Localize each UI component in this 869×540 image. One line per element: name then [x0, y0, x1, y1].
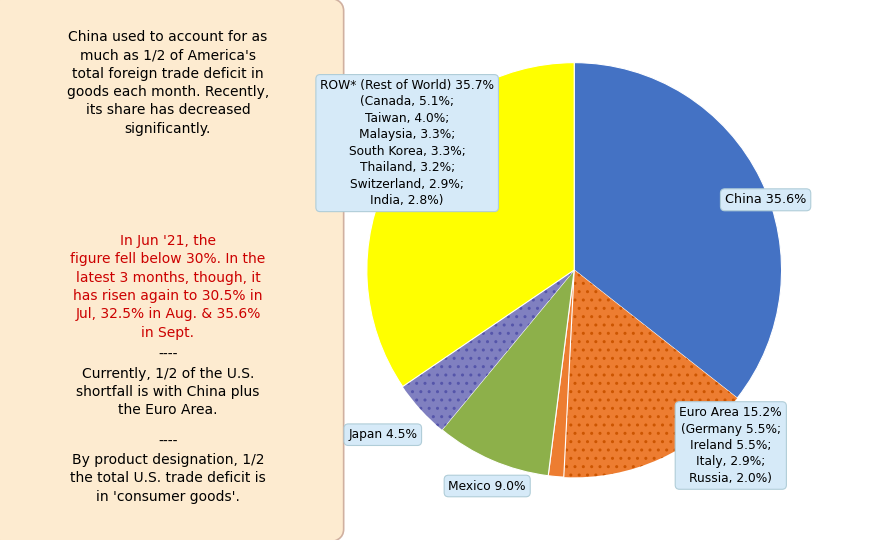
Text: ROW* (Rest of World) 35.7%
(Canada, 5.1%;
Taiwan, 4.0%;
Malaysia, 3.3%;
South Ko: ROW* (Rest of World) 35.7% (Canada, 5.1%…	[320, 79, 494, 207]
Wedge shape	[547, 270, 574, 477]
Text: In Jun '21, the
figure fell below 30%. In the
latest 3 months, though, it
has ri: In Jun '21, the figure fell below 30%. I…	[70, 234, 265, 340]
Wedge shape	[441, 270, 574, 476]
Text: China used to account for as
much as 1/2 of America's
total foreign trade defici: China used to account for as much as 1/2…	[67, 30, 269, 136]
Wedge shape	[563, 270, 736, 477]
Wedge shape	[402, 270, 574, 430]
Text: Euro Area 15.2%
(Germany 5.5%;
Ireland 5.5%;
Italy, 2.9%;
Russia, 2.0%): Euro Area 15.2% (Germany 5.5%; Ireland 5…	[679, 406, 781, 485]
Text: ----
Currently, 1/2 of the U.S.
shortfall is with China plus
the Euro Area.: ---- Currently, 1/2 of the U.S. shortfal…	[76, 348, 259, 417]
Wedge shape	[367, 63, 574, 387]
Text: Mexico 9.0%: Mexico 9.0%	[448, 480, 526, 492]
Text: Japan 4.5%: Japan 4.5%	[348, 428, 417, 441]
Text: China 35.6%: China 35.6%	[724, 193, 806, 206]
Wedge shape	[574, 63, 780, 398]
Text: ----
By product designation, 1/2
the total U.S. trade deficit is
in 'consumer go: ---- By product designation, 1/2 the tot…	[70, 435, 266, 504]
